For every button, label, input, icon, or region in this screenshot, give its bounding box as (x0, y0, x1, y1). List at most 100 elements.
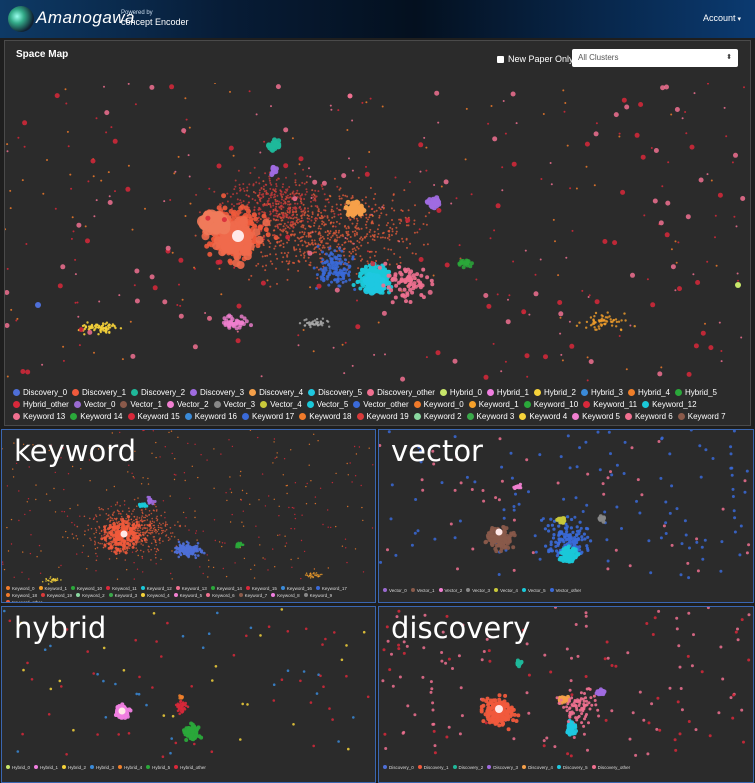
map-point[interactable] (288, 208, 291, 211)
map-point[interactable] (317, 574, 320, 576)
space-map-legend-item[interactable]: Keyword_12 (642, 399, 697, 411)
background-point[interactable] (67, 537, 69, 539)
background-point[interactable] (170, 572, 172, 575)
map-point[interactable] (565, 551, 570, 556)
map-point[interactable] (304, 193, 307, 196)
map-point[interactable] (171, 532, 174, 534)
background-point[interactable] (259, 634, 262, 637)
map-point[interactable] (325, 275, 329, 278)
map-point[interactable] (561, 538, 565, 542)
map-point[interactable] (601, 519, 606, 524)
outlier-point[interactable] (312, 179, 318, 185)
map-point[interactable] (75, 535, 78, 537)
map-point[interactable] (83, 327, 86, 331)
map-point[interactable] (376, 235, 379, 238)
map-point[interactable] (328, 194, 331, 197)
outlier-point[interactable] (685, 214, 691, 220)
map-point[interactable] (597, 319, 601, 322)
background-point[interactable] (729, 445, 733, 449)
map-point[interactable] (304, 574, 307, 576)
map-point[interactable] (296, 213, 298, 216)
background-point[interactable] (373, 353, 376, 356)
map-point[interactable] (154, 541, 157, 543)
map-point[interactable] (147, 532, 150, 534)
background-point[interactable] (514, 492, 517, 496)
background-point[interactable] (162, 714, 166, 717)
map-point[interactable] (345, 232, 348, 235)
outlier-point[interactable] (693, 343, 699, 349)
map-point[interactable] (411, 273, 416, 278)
background-point[interactable] (310, 197, 313, 199)
map-point[interactable] (603, 323, 607, 326)
map-point[interactable] (386, 281, 391, 286)
outlier-point[interactable] (125, 186, 131, 192)
map-point[interactable] (407, 276, 412, 281)
map-point[interactable] (278, 240, 281, 243)
map-point[interactable] (139, 519, 142, 522)
map-point[interactable] (103, 528, 107, 532)
map-point[interactable] (577, 548, 582, 552)
map-point[interactable] (339, 234, 342, 237)
map-point[interactable] (329, 257, 333, 261)
map-point[interactable] (279, 189, 282, 192)
background-point[interactable] (497, 573, 501, 576)
background-point[interactable] (689, 430, 693, 432)
map-point[interactable] (142, 537, 144, 540)
map-point[interactable] (347, 230, 350, 233)
map-point[interactable] (565, 527, 569, 531)
background-point[interactable] (221, 545, 223, 548)
background-point[interactable] (704, 448, 708, 452)
map-point[interactable] (415, 272, 420, 277)
background-point[interactable] (210, 750, 214, 753)
background-point[interactable] (131, 228, 134, 231)
background-point[interactable] (381, 206, 384, 209)
background-point[interactable] (137, 554, 139, 557)
map-point[interactable] (135, 547, 137, 549)
map-point[interactable] (316, 277, 319, 280)
map-point[interactable] (146, 515, 148, 517)
map-point[interactable] (332, 221, 335, 224)
map-point[interactable] (94, 527, 97, 530)
map-point[interactable] (147, 549, 149, 551)
outlier-point[interactable] (434, 90, 440, 96)
map-point[interactable] (246, 203, 249, 206)
map-point[interactable] (125, 519, 127, 522)
map-point[interactable] (264, 172, 267, 175)
map-point[interactable] (391, 277, 396, 282)
map-point[interactable] (371, 234, 374, 237)
background-point[interactable] (93, 533, 95, 535)
background-point[interactable] (87, 555, 90, 557)
background-point[interactable] (174, 170, 177, 173)
map-point[interactable] (244, 319, 249, 324)
map-point[interactable] (81, 324, 85, 328)
background-point[interactable] (390, 483, 394, 487)
background-point[interactable] (241, 489, 244, 492)
outlier-point[interactable] (283, 127, 289, 133)
map-point[interactable] (511, 530, 516, 535)
background-point[interactable] (274, 457, 276, 459)
map-point[interactable] (349, 204, 355, 210)
map-point[interactable] (125, 542, 129, 546)
map-point[interactable] (419, 273, 424, 278)
background-point[interactable] (93, 215, 96, 218)
background-point[interactable] (94, 548, 97, 550)
background-point[interactable] (623, 440, 627, 444)
map-point[interactable] (281, 260, 284, 263)
map-point[interactable] (371, 238, 374, 241)
background-point[interactable] (602, 492, 606, 496)
map-point[interactable] (351, 222, 354, 225)
background-point[interactable] (661, 185, 664, 188)
map-point[interactable] (344, 203, 347, 206)
map-point[interactable] (268, 197, 270, 200)
map-point[interactable] (340, 197, 343, 200)
map-point[interactable] (352, 211, 358, 217)
space-map-legend-item[interactable]: Hybrid_5 (674, 387, 717, 399)
map-point[interactable] (112, 514, 114, 516)
outlier-point[interactable] (612, 240, 618, 246)
map-point[interactable] (282, 246, 285, 248)
map-point[interactable] (312, 243, 315, 246)
map-point[interactable] (243, 205, 249, 211)
background-point[interactable] (8, 619, 12, 623)
map-point[interactable] (150, 529, 152, 532)
background-point[interactable] (421, 488, 425, 492)
